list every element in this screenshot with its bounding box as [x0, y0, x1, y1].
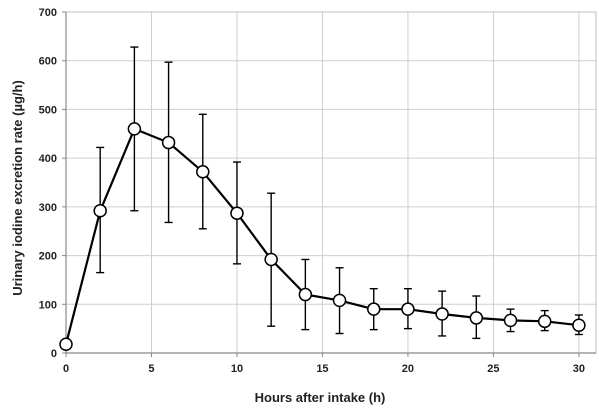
x-axis-title: Hours after intake (h) — [255, 390, 386, 405]
series-line-path — [64, 127, 580, 345]
x-tick-label: 15 — [316, 363, 328, 375]
data-points — [59, 122, 586, 351]
y-tick-label: 0 — [51, 348, 57, 360]
x-tick-label: 5 — [148, 363, 154, 375]
data-point — [572, 318, 586, 332]
x-tick-label: 0 — [63, 363, 69, 375]
data-point — [230, 206, 244, 220]
y-tick-label: 100 — [39, 299, 57, 311]
x-tick-label: 10 — [231, 363, 243, 375]
data-point — [93, 204, 107, 218]
data-point — [435, 307, 449, 321]
grid — [66, 11, 596, 353]
data-point — [59, 337, 73, 351]
y-tick-label: 200 — [39, 251, 57, 263]
data-point — [196, 165, 210, 179]
axes — [62, 11, 597, 357]
data-point — [298, 287, 313, 302]
series-line — [64, 127, 580, 345]
y-tick-label: 500 — [39, 104, 57, 116]
y-tick-label: 300 — [39, 202, 57, 214]
data-point — [127, 122, 142, 136]
data-point — [161, 135, 176, 150]
data-point — [332, 293, 347, 308]
data-point — [469, 311, 484, 325]
plot-frame — [65, 11, 597, 354]
x-tick-label: 30 — [573, 363, 585, 375]
data-point — [503, 313, 518, 328]
y-tick-label: 700 — [39, 7, 57, 19]
y-tick-label: 600 — [39, 56, 57, 68]
data-point — [401, 302, 415, 316]
y-axis-title: Urinary iodine excretion rate (µg/h) — [10, 80, 25, 296]
data-point — [366, 302, 381, 316]
data-point — [537, 314, 552, 329]
y-tick-label: 400 — [39, 153, 57, 165]
tick-labels: 0 100 200 300 400 500 600 700 0 5 10 15 20 25 30 — [39, 7, 585, 375]
x-tick-label: 25 — [487, 363, 499, 375]
x-tick-label: 20 — [402, 363, 414, 375]
data-point — [264, 252, 278, 267]
